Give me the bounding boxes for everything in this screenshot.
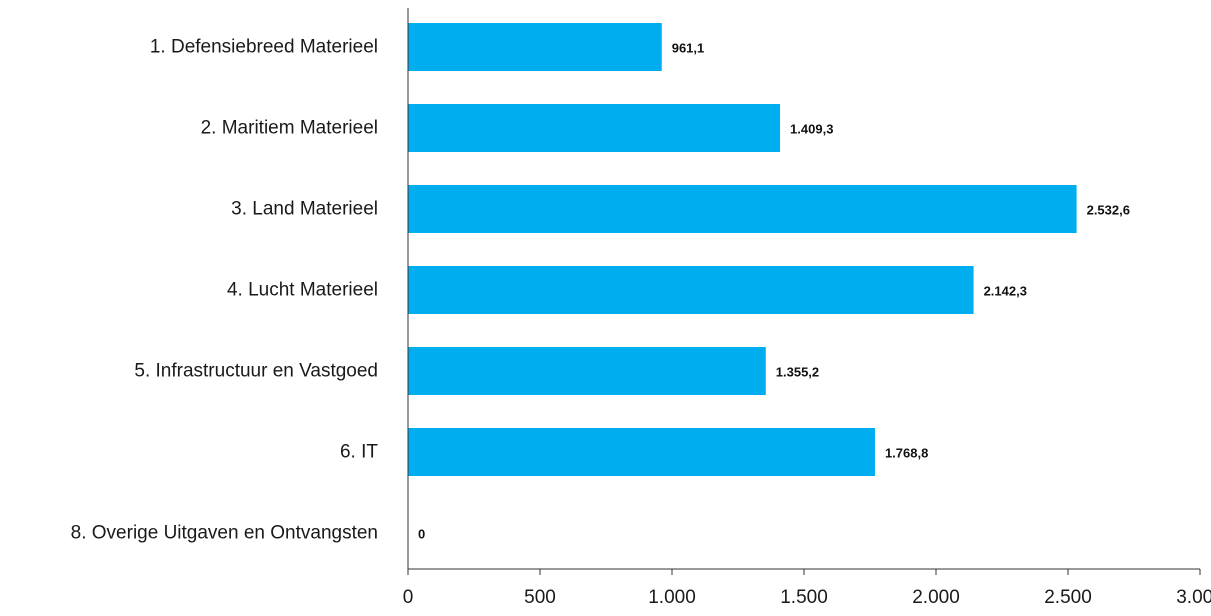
bar bbox=[408, 104, 781, 152]
category-label: 8. Overige Uitgaven en Ontvangsten bbox=[71, 523, 378, 544]
data-label: 961,1 bbox=[672, 41, 705, 56]
x-tick-label: 1.000 bbox=[648, 587, 696, 608]
bar bbox=[408, 266, 974, 314]
bar bbox=[408, 347, 766, 395]
bar bbox=[408, 428, 875, 476]
x-tick-label: 3.000 bbox=[1176, 587, 1211, 608]
axes: 0 500 1.000 1.500 2.000 2.500 3.000 bbox=[403, 8, 1211, 608]
x-tick-label: 0 bbox=[403, 587, 414, 608]
x-tick-label: 2.000 bbox=[912, 587, 960, 608]
bars-layer bbox=[408, 23, 1077, 476]
data-label: 1.355,2 bbox=[776, 365, 819, 380]
x-tick-label: 1.500 bbox=[780, 587, 828, 608]
category-label: 2. Maritiem Materieel bbox=[201, 118, 378, 139]
bar bbox=[408, 23, 662, 71]
category-label: 5. Infrastructuur en Vastgoed bbox=[134, 361, 378, 382]
data-labels: 961,1 1.409,3 2.532,6 2.142,3 1.355,2 1.768,8… bbox=[418, 41, 1130, 542]
data-label: 1.409,3 bbox=[790, 122, 833, 137]
data-label: 2.532,6 bbox=[1087, 203, 1130, 218]
x-tick-label: 2.500 bbox=[1044, 587, 1092, 608]
x-tick-label: 500 bbox=[524, 587, 556, 608]
data-label: 2.142,3 bbox=[984, 284, 1027, 299]
category-label: 4. Lucht Materieel bbox=[227, 280, 378, 301]
data-label: 1.768,8 bbox=[885, 446, 928, 461]
data-label: 0 bbox=[418, 527, 425, 542]
bar bbox=[408, 185, 1077, 233]
category-label: 1. Defensiebreed Materieel bbox=[150, 37, 378, 58]
category-label: 6. IT bbox=[340, 442, 378, 463]
category-label: 3. Land Materieel bbox=[231, 199, 378, 220]
category-labels: 1. Defensiebreed Materieel 2. Maritiem Ma… bbox=[71, 37, 379, 544]
